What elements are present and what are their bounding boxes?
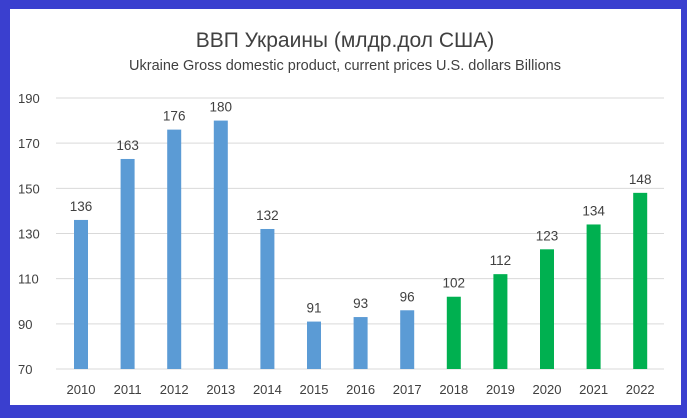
x-tick-label: 2010: [67, 382, 96, 397]
data-label: 148: [629, 172, 652, 187]
x-tick-label: 2021: [579, 382, 608, 397]
bar-2010: [74, 219, 88, 369]
x-tick-label: 2011: [114, 382, 142, 397]
y-tick-label: 170: [18, 136, 40, 151]
chart-subtitle: Ukraine Gross domestic product, current …: [129, 58, 561, 74]
x-tick-label: 2022: [626, 382, 655, 397]
y-tick-label: 90: [18, 317, 32, 332]
x-tick-label: 2014: [253, 382, 282, 397]
y-tick-label: 190: [18, 91, 40, 106]
bar-2015: [307, 321, 321, 369]
data-label: 136: [70, 199, 93, 214]
x-tick-label: 2019: [486, 382, 515, 397]
data-label: 180: [210, 100, 233, 115]
data-label: 93: [353, 296, 368, 311]
x-tick-label: 2017: [393, 382, 422, 397]
x-tick-label: 2018: [439, 382, 468, 397]
x-tick-label: 2013: [206, 382, 235, 397]
bar-2020: [540, 249, 554, 369]
bar-2018: [446, 296, 461, 369]
bar-2022: [633, 192, 648, 369]
y-tick-label: 70: [18, 362, 32, 377]
bar-2012: [167, 129, 182, 369]
x-tick-label: 2020: [533, 382, 562, 397]
y-tick-label: 130: [18, 227, 40, 242]
bar-2016: [353, 317, 368, 369]
chart-title: ВВП Украины (млдр.дол США): [196, 29, 495, 52]
bar-2021: [586, 224, 601, 369]
bar-2013: [213, 120, 228, 369]
x-tick-label: 2012: [160, 382, 189, 397]
data-label: 102: [443, 276, 466, 291]
y-tick-label: 110: [18, 272, 39, 287]
data-label: 96: [400, 289, 415, 304]
bar-2019: [493, 274, 508, 369]
data-label: 163: [116, 138, 139, 153]
bar-2017: [400, 310, 415, 369]
data-label: 134: [582, 203, 605, 218]
data-label: 123: [536, 228, 559, 243]
bar-2011: [120, 158, 135, 369]
data-label: 112: [490, 253, 512, 268]
data-label: 91: [306, 301, 321, 316]
data-label: 176: [163, 109, 186, 124]
y-tick-label: 150: [18, 181, 40, 196]
bar-2014: [260, 228, 275, 369]
data-label: 132: [256, 208, 279, 223]
x-tick-label: 2015: [300, 382, 329, 397]
x-tick-label: 2016: [346, 382, 375, 397]
